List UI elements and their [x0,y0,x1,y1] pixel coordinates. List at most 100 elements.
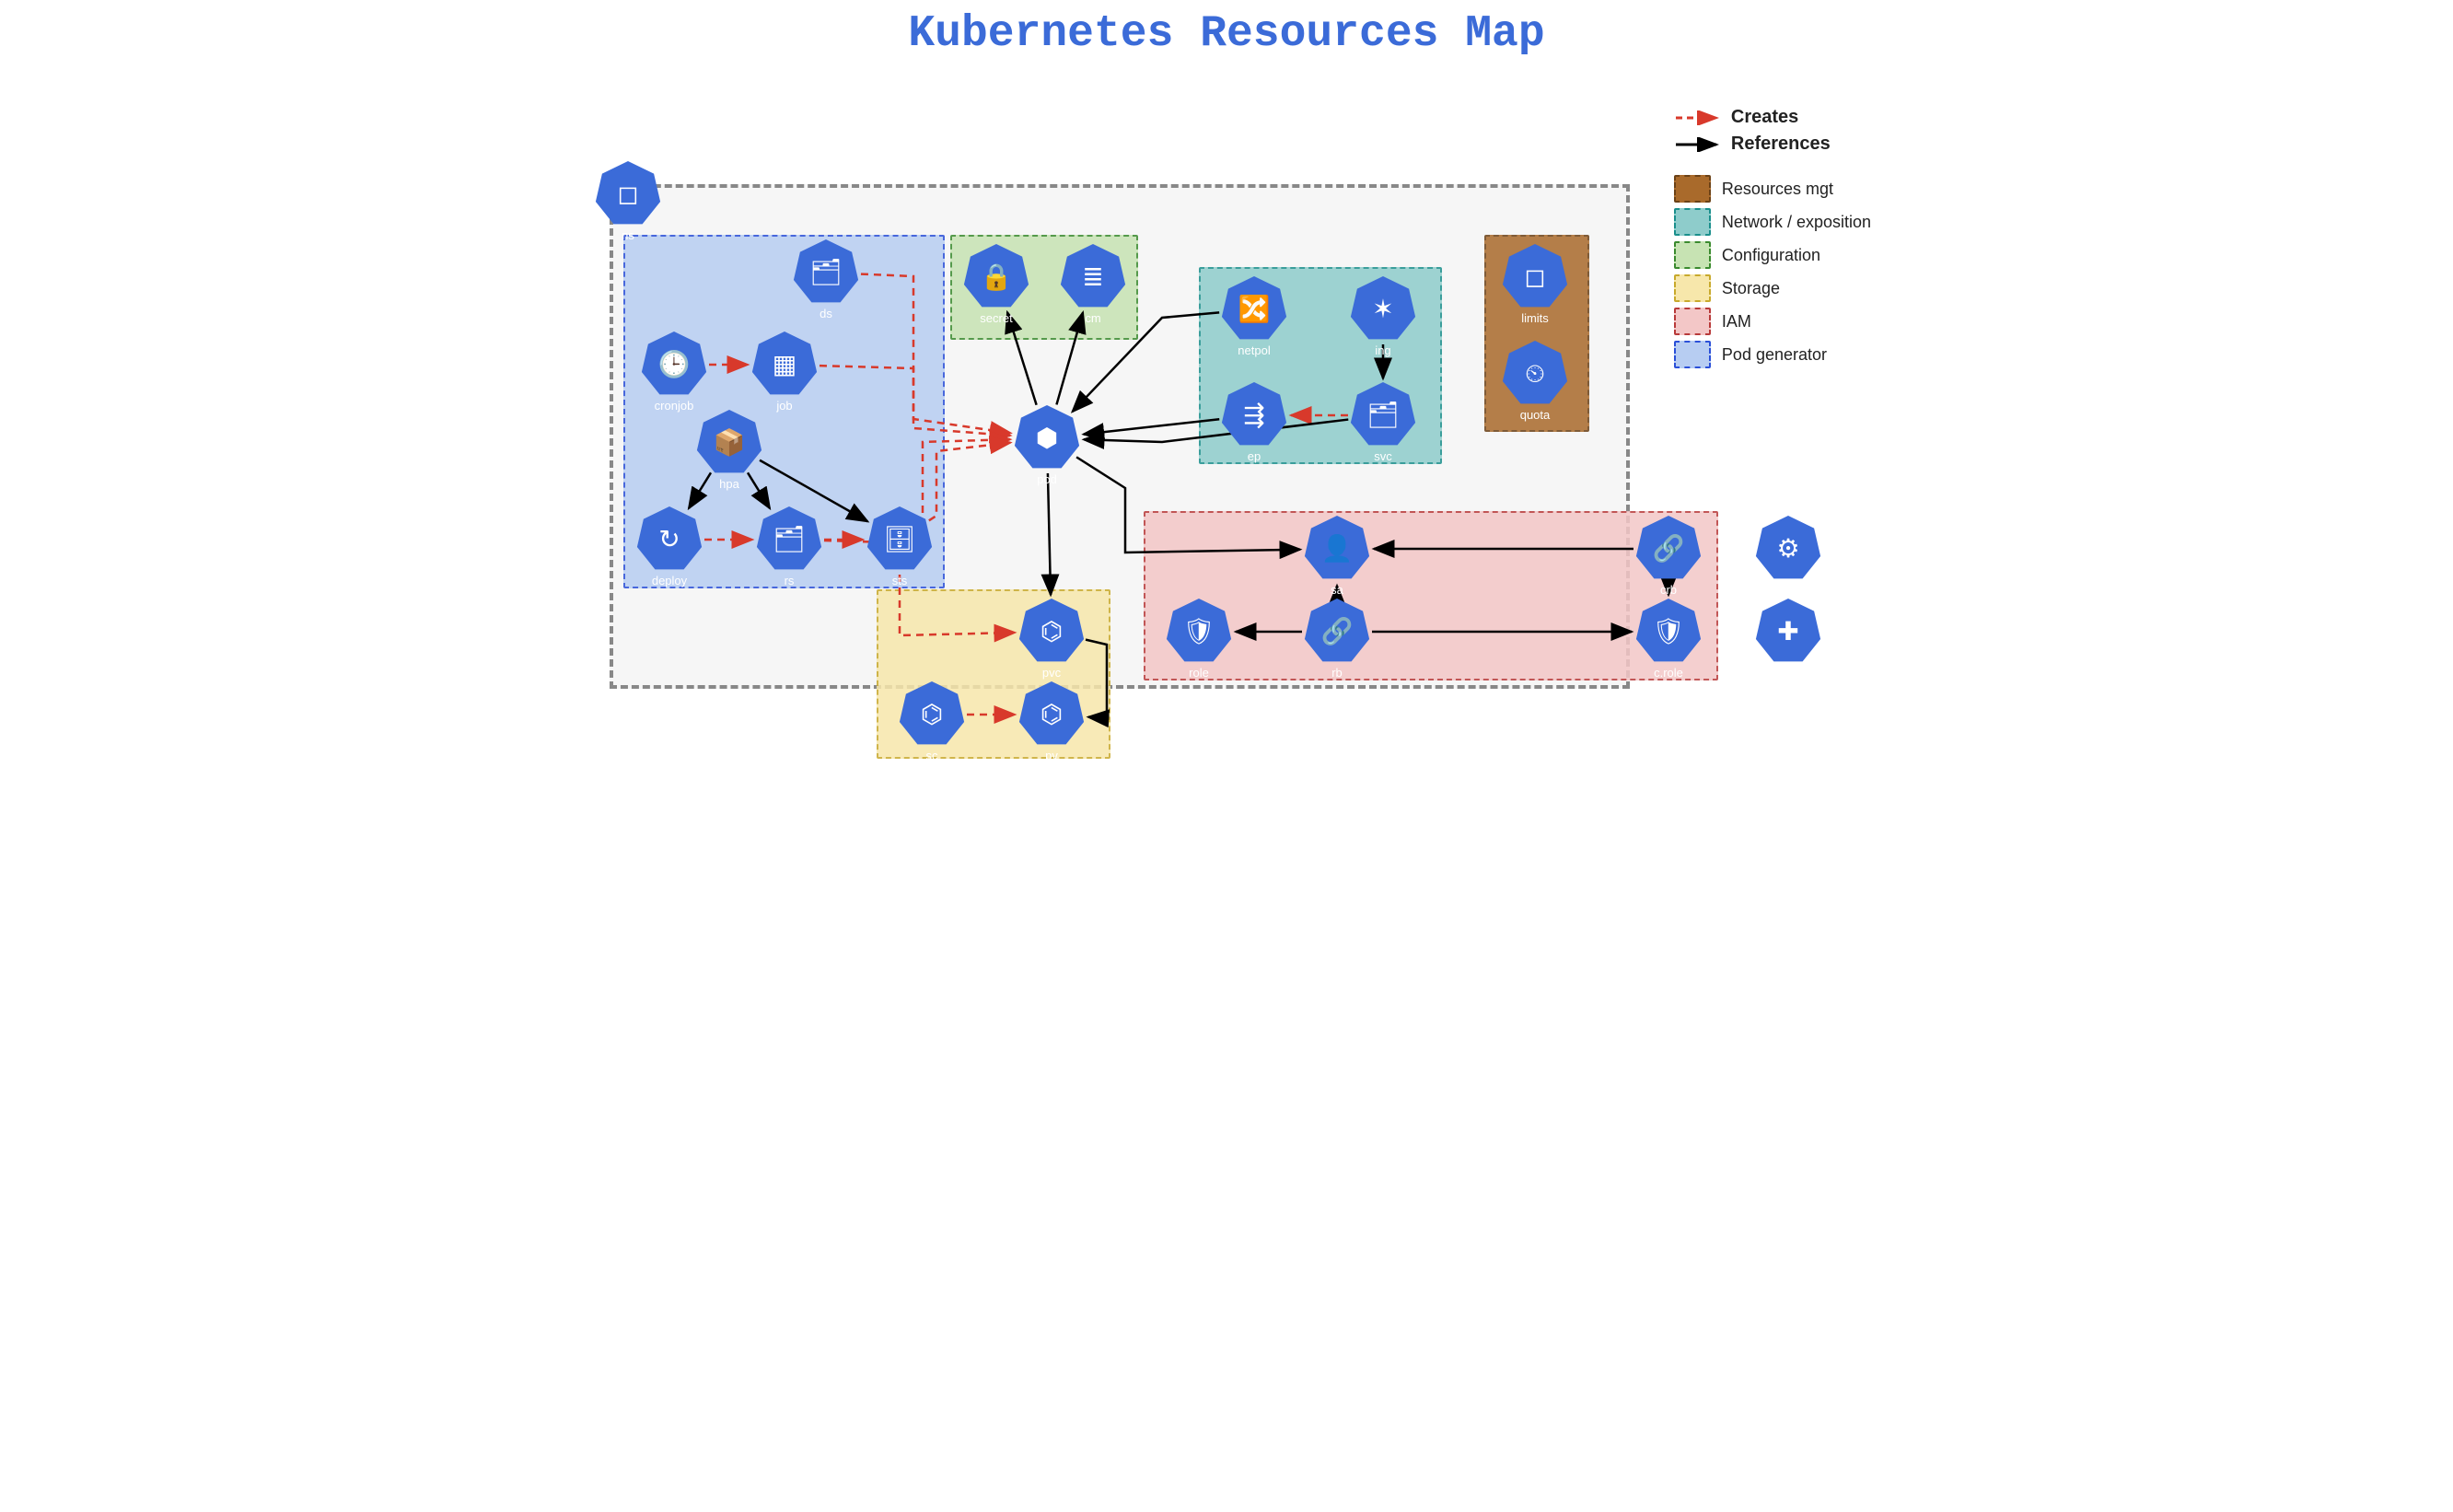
heptagon-icon: 👤 [1304,516,1370,582]
legend-group-label: Pod generator [1722,345,1827,365]
node-label: secret [976,311,1016,325]
heptagon-icon: 🔒 [963,244,1029,310]
node-label: hpa [715,477,743,491]
node-job: ▦job [748,331,821,414]
node-label: netpol [1234,343,1273,357]
heptagon-icon: ⌬ [1018,599,1085,665]
node-label: cronjob [651,399,698,413]
heptagon-icon: ≣ [1060,244,1126,310]
pv-icon: ⌬ [1018,681,1085,748]
node-ep: ⇶ep [1217,382,1291,465]
heptagon-icon: ⏲ [1502,341,1568,407]
heptagon-icon: ⌬ [899,681,965,748]
rb-icon: 🔗 [1304,599,1370,665]
node-pvc: ⌬pvc [1015,599,1088,681]
cm-icon: ≣ [1060,244,1126,310]
heptagon-icon: 🛡 [1635,599,1702,665]
heptagon-icon: 🔀 [1221,276,1287,343]
node-ds: 🗂ds [789,239,863,322]
legend-edge-row: References [1674,134,1871,155]
heptagon-icon: 🗂 [793,239,859,306]
legend-group-row: Pod generator [1674,341,1871,368]
node-label: quota [1517,408,1554,422]
deploy-icon: ↻ [636,506,703,573]
legend-group-row: Network / exposition [1674,208,1871,236]
node-label: node [1772,583,1806,597]
pvc-icon: ⌬ [1018,599,1085,665]
legend-swatch [1674,175,1711,203]
crb-icon: 🔗 [1635,516,1702,582]
job-icon: ▦ [751,331,818,398]
heptagon-icon: 🔗 [1304,599,1370,665]
node-label: pv [1041,749,1062,762]
heptagon-icon: ▦ [751,331,818,398]
node-label: pvc [1039,666,1064,680]
node-secret: 🔒secret [959,244,1033,327]
legend-swatch [1674,341,1711,368]
rs-icon: 🗂 [756,506,822,573]
heptagon-icon: ↻ [636,506,703,573]
node-rb: 🔗rb [1300,599,1374,681]
node-label: pod [1033,472,1061,486]
heptagon-icon: ✶ [1350,276,1416,343]
node-sc: ⌬sc [895,681,969,764]
heptagon-icon: ✚ [1755,599,1821,665]
heptagon-icon: 🗂 [756,506,822,573]
heptagon-icon: ◻ [595,161,661,227]
legend-group-label: Configuration [1722,246,1820,265]
node-deploy: ↻deploy [633,506,706,589]
legend-group-row: Storage [1674,274,1871,302]
heptagon-icon: 🔗 [1635,516,1702,582]
crd-icon: ✚ [1755,599,1821,665]
legend-group-label: Network / exposition [1722,213,1871,232]
limits-icon: ◻ [1502,244,1568,310]
sts-icon: 🗄 [866,506,933,573]
node-label: ns [618,228,638,242]
node-label: sa [1327,583,1347,597]
legend-group-label: Storage [1722,279,1780,298]
node-crb: 🔗crb [1632,516,1705,599]
heptagon-icon: 🗂 [1350,382,1416,448]
ns-icon: ◻ [595,161,661,227]
ing-icon: ✶ [1350,276,1416,343]
legend-line-icon [1674,110,1720,125]
legend-swatch [1674,241,1711,269]
legend-group-row: Configuration [1674,241,1871,269]
heptagon-icon: 🗄 [866,506,933,573]
node-svc: 🗂svc [1346,382,1420,465]
netpol-icon: 🔀 [1221,276,1287,343]
diagram-title: Kubernetes Resources Map [573,9,1880,59]
node-label: ep [1244,449,1264,463]
node-role: 🛡role [1162,599,1236,681]
node-label: ing [1371,343,1394,357]
node-label: c.role [1650,666,1687,680]
heptagon-icon: ⌬ [1018,681,1085,748]
node-pv: ⌬pv [1015,681,1088,764]
node-label: job [773,399,796,413]
node-label: limits [1517,311,1552,325]
heptagon-icon: ⚙ [1755,516,1821,582]
node-sts: 🗄sts [863,506,936,589]
node-label: crd [1776,666,1800,680]
node-label: crb [1657,583,1680,597]
ds-icon: 🗂 [793,239,859,306]
node-rs: 🗂rs [752,506,826,589]
node-label: rb [1328,666,1346,680]
ep-icon: ⇶ [1221,382,1287,448]
role-icon: 🛡 [1166,599,1232,665]
legend-group-row: Resources mgt [1674,175,1871,203]
node-crd: ✚crd [1751,599,1825,681]
node-netpol: 🔀netpol [1217,276,1291,359]
node-label: svc [1370,449,1396,463]
sc-icon: ⌬ [899,681,965,748]
heptagon-icon: ⇶ [1221,382,1287,448]
node-quota: ⏲quota [1498,341,1572,424]
legend-group-label: IAM [1722,312,1751,331]
legend-edge-row: Creates [1674,107,1871,128]
legend-swatch [1674,208,1711,236]
legend-swatch [1674,274,1711,302]
pod-icon: ⬢ [1014,405,1080,471]
node-cm: ≣cm [1056,244,1130,327]
node-pod: ⬢pod [1010,405,1084,488]
sa-icon: 👤 [1304,516,1370,582]
